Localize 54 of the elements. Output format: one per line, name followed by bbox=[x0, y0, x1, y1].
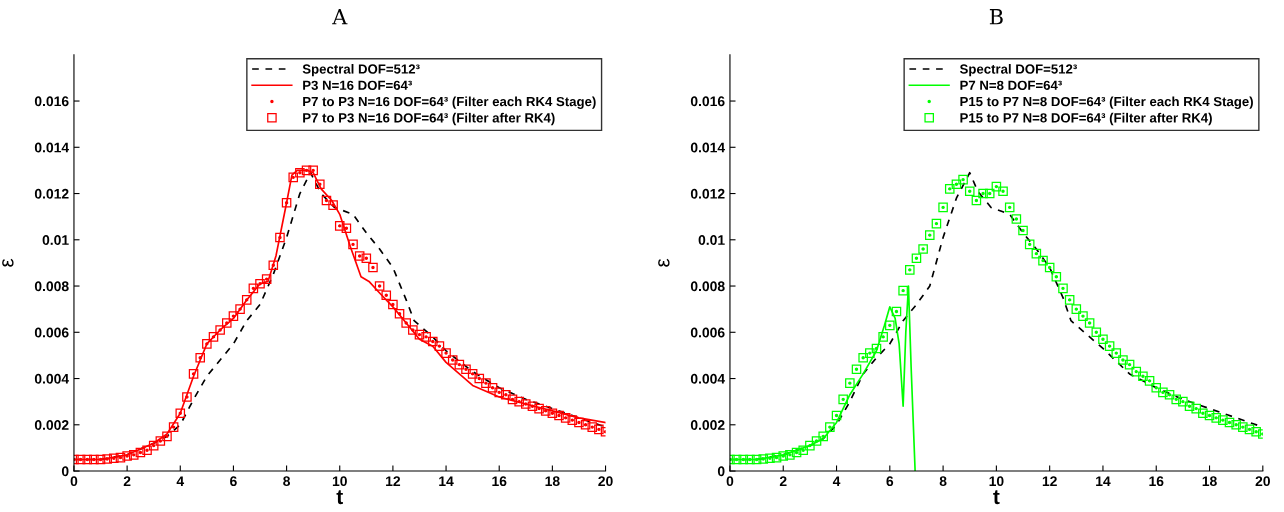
y-tick-label: 0.004 bbox=[34, 373, 70, 384]
x-tick-label: 10 bbox=[989, 476, 1004, 487]
x-tick-label: 10 bbox=[332, 476, 347, 487]
y-tick-label: 0.016 bbox=[690, 96, 725, 107]
x-tick-label: 16 bbox=[492, 476, 507, 487]
x-tick-label: 8 bbox=[283, 476, 291, 487]
x-tick-label: 6 bbox=[230, 476, 237, 487]
y-tick-label: 0.002 bbox=[34, 420, 69, 430]
y-tick-label: 0.006 bbox=[34, 327, 69, 338]
y-axis-title: ε bbox=[658, 258, 670, 267]
x-tick-label: 16 bbox=[1149, 476, 1164, 487]
x-tick-label: 2 bbox=[123, 476, 131, 486]
chart-title: A bbox=[332, 9, 348, 25]
x-tick-label: 0 bbox=[70, 476, 78, 487]
y-tick-label: 0.008 bbox=[34, 281, 69, 292]
x-tick-label: 6 bbox=[886, 476, 894, 487]
chart-title: B bbox=[989, 9, 1003, 25]
x-tick-label: 14 bbox=[439, 476, 454, 486]
x-tick-label: 18 bbox=[1202, 476, 1217, 487]
x-tick-label: 4 bbox=[176, 476, 185, 486]
x-tick-label: 18 bbox=[545, 476, 560, 487]
x-tick-label: 20 bbox=[598, 476, 613, 487]
x-tick-label: 8 bbox=[939, 476, 947, 487]
x-axis-title: t bbox=[993, 490, 1000, 505]
y-tick-label: 0.01 bbox=[42, 235, 69, 245]
x-tick-label: 14 bbox=[1096, 476, 1111, 486]
y-tick-label: 0.012 bbox=[690, 188, 725, 199]
legend-label: Spectral DOF=512³ bbox=[959, 64, 1077, 77]
y-axis-title: ε bbox=[2, 258, 14, 267]
x-tick-label: 12 bbox=[386, 476, 401, 486]
legend-label: P7 to P3 N=16 DOF=64³ (Filter each RK4 Stage) bbox=[303, 96, 596, 109]
legend-label: Spectral DOF=512³ bbox=[302, 64, 420, 77]
x-tick-label: 20 bbox=[1255, 476, 1270, 487]
legend-label: P15 to P7 N=8 DOF=64³ (Filter each RK4 Stage) bbox=[960, 96, 1253, 109]
legend-label: P7 N=8 DOF=64³ bbox=[960, 80, 1062, 90]
y-tick-label: 0.004 bbox=[690, 373, 726, 384]
x-tick-label: 12 bbox=[1042, 476, 1057, 486]
y-tick-label: 0.014 bbox=[690, 142, 726, 153]
y-tick-label: 0.014 bbox=[34, 142, 70, 153]
y-tick-label: 0.016 bbox=[34, 96, 69, 107]
legend-label: P7 to P3 N=16 DOF=64³ (Filter after RK4) bbox=[303, 112, 555, 126]
y-tick-label: 0 bbox=[717, 466, 725, 477]
y-tick-label: 0.008 bbox=[690, 281, 725, 292]
x-tick-label: 2 bbox=[779, 476, 787, 486]
x-axis-title: t bbox=[336, 490, 343, 505]
x-tick-label: 4 bbox=[832, 476, 841, 486]
legend-label: P15 to P7 N=8 DOF=64³ (Filter after RK4) bbox=[960, 112, 1212, 126]
x-tick-label: 0 bbox=[726, 476, 734, 487]
legend-label: P3 N=16 DOF=64³ bbox=[303, 80, 412, 90]
y-tick-label: 0.01 bbox=[698, 235, 725, 245]
y-tick-label: 0.006 bbox=[690, 327, 725, 338]
y-tick-label: 0 bbox=[61, 466, 69, 477]
y-tick-label: 0.012 bbox=[34, 188, 69, 199]
y-tick-label: 0.002 bbox=[690, 420, 725, 430]
